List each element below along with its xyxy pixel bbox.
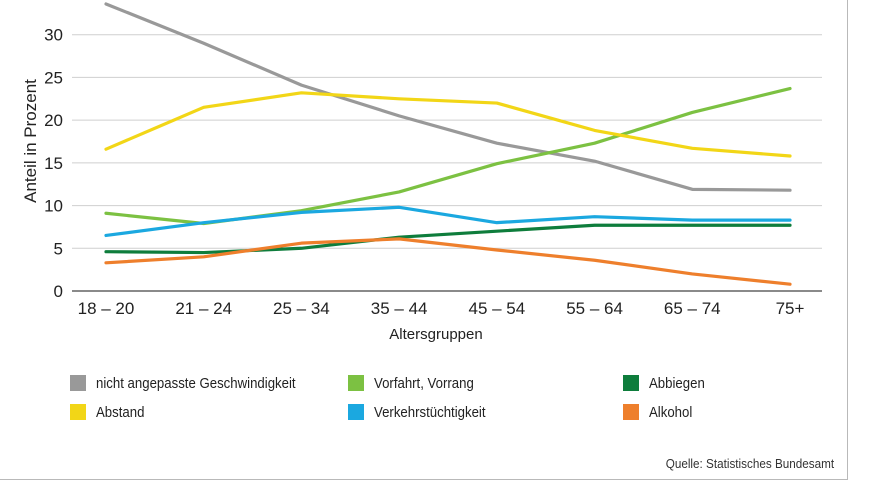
y-tick-label: 0	[54, 282, 63, 301]
legend-item: Abbiegen	[623, 372, 712, 394]
series-lines	[104, 2, 792, 286]
x-tick-label: 21 – 24	[175, 299, 232, 318]
y-tick-label: 15	[44, 154, 63, 173]
y-tick-label: 20	[44, 111, 63, 130]
legend: nicht angepasste Geschwindigkeit Vorfahrt…	[70, 372, 770, 432]
legend-item: Verkehrstüchtigkeit	[348, 401, 501, 423]
source-note: Quelle: Statistisches Bundesamt	[665, 456, 834, 471]
legend-item: Vorfahrt, Vorrang	[348, 372, 487, 394]
legend-label: Verkehrstüchtigkeit	[374, 403, 486, 421]
y-axis-label: Anteil in Prozent	[21, 79, 40, 203]
legend-label: Alkohol	[649, 403, 693, 421]
y-tick-label: 25	[44, 68, 63, 87]
legend-swatch	[348, 375, 364, 391]
legend-swatch	[623, 404, 639, 420]
x-axis-label: Altersgruppen	[389, 326, 482, 343]
x-axis-ticks: 18 – 20 21 – 24 25 – 34 35 – 44 45 – 54 55 – …	[78, 299, 805, 318]
series-line	[104, 237, 792, 286]
series-line	[104, 91, 792, 158]
chart-frame	[0, 0, 848, 480]
x-tick-label: 25 – 34	[273, 299, 330, 318]
x-tick-label: 45 – 54	[468, 299, 525, 318]
y-tick-label: 35	[44, 0, 63, 2]
legend-swatch	[70, 404, 86, 420]
legend-label: Abbiegen	[649, 374, 705, 392]
legend-item: Abstand	[70, 401, 151, 423]
legend-swatch	[348, 404, 364, 420]
legend-item: nicht angepasste Geschwindigkeit	[70, 372, 323, 394]
x-tick-label: 75+	[776, 299, 805, 318]
series-line	[104, 205, 792, 238]
legend-item: Alkohol	[623, 401, 698, 423]
x-tick-label: 18 – 20	[78, 299, 135, 318]
series-line	[104, 2, 792, 192]
y-tick-label: 5	[54, 239, 63, 258]
y-tick-label: 10	[44, 197, 63, 216]
x-tick-label: 35 – 44	[371, 299, 428, 318]
line-chart: 0 5 10 15 20 25 30 35 18 – 20 21 – 24 25 – 34 35 –…	[21, 0, 822, 343]
legend-label: Vorfahrt, Vorrang	[374, 374, 474, 392]
y-tick-label: 30	[44, 26, 63, 45]
gridlines	[72, 34, 822, 292]
y-axis-ticks: 0 5 10 15 20 25 30 35	[44, 0, 63, 301]
legend-label: Abstand	[96, 403, 145, 421]
legend-label: nicht angepasste Geschwindigkeit	[96, 374, 296, 392]
x-tick-label: 65 – 74	[664, 299, 721, 318]
x-tick-label: 55 – 64	[566, 299, 623, 318]
series-line	[104, 86, 792, 226]
series-line	[104, 223, 792, 255]
legend-swatch	[623, 375, 639, 391]
legend-swatch	[70, 375, 86, 391]
